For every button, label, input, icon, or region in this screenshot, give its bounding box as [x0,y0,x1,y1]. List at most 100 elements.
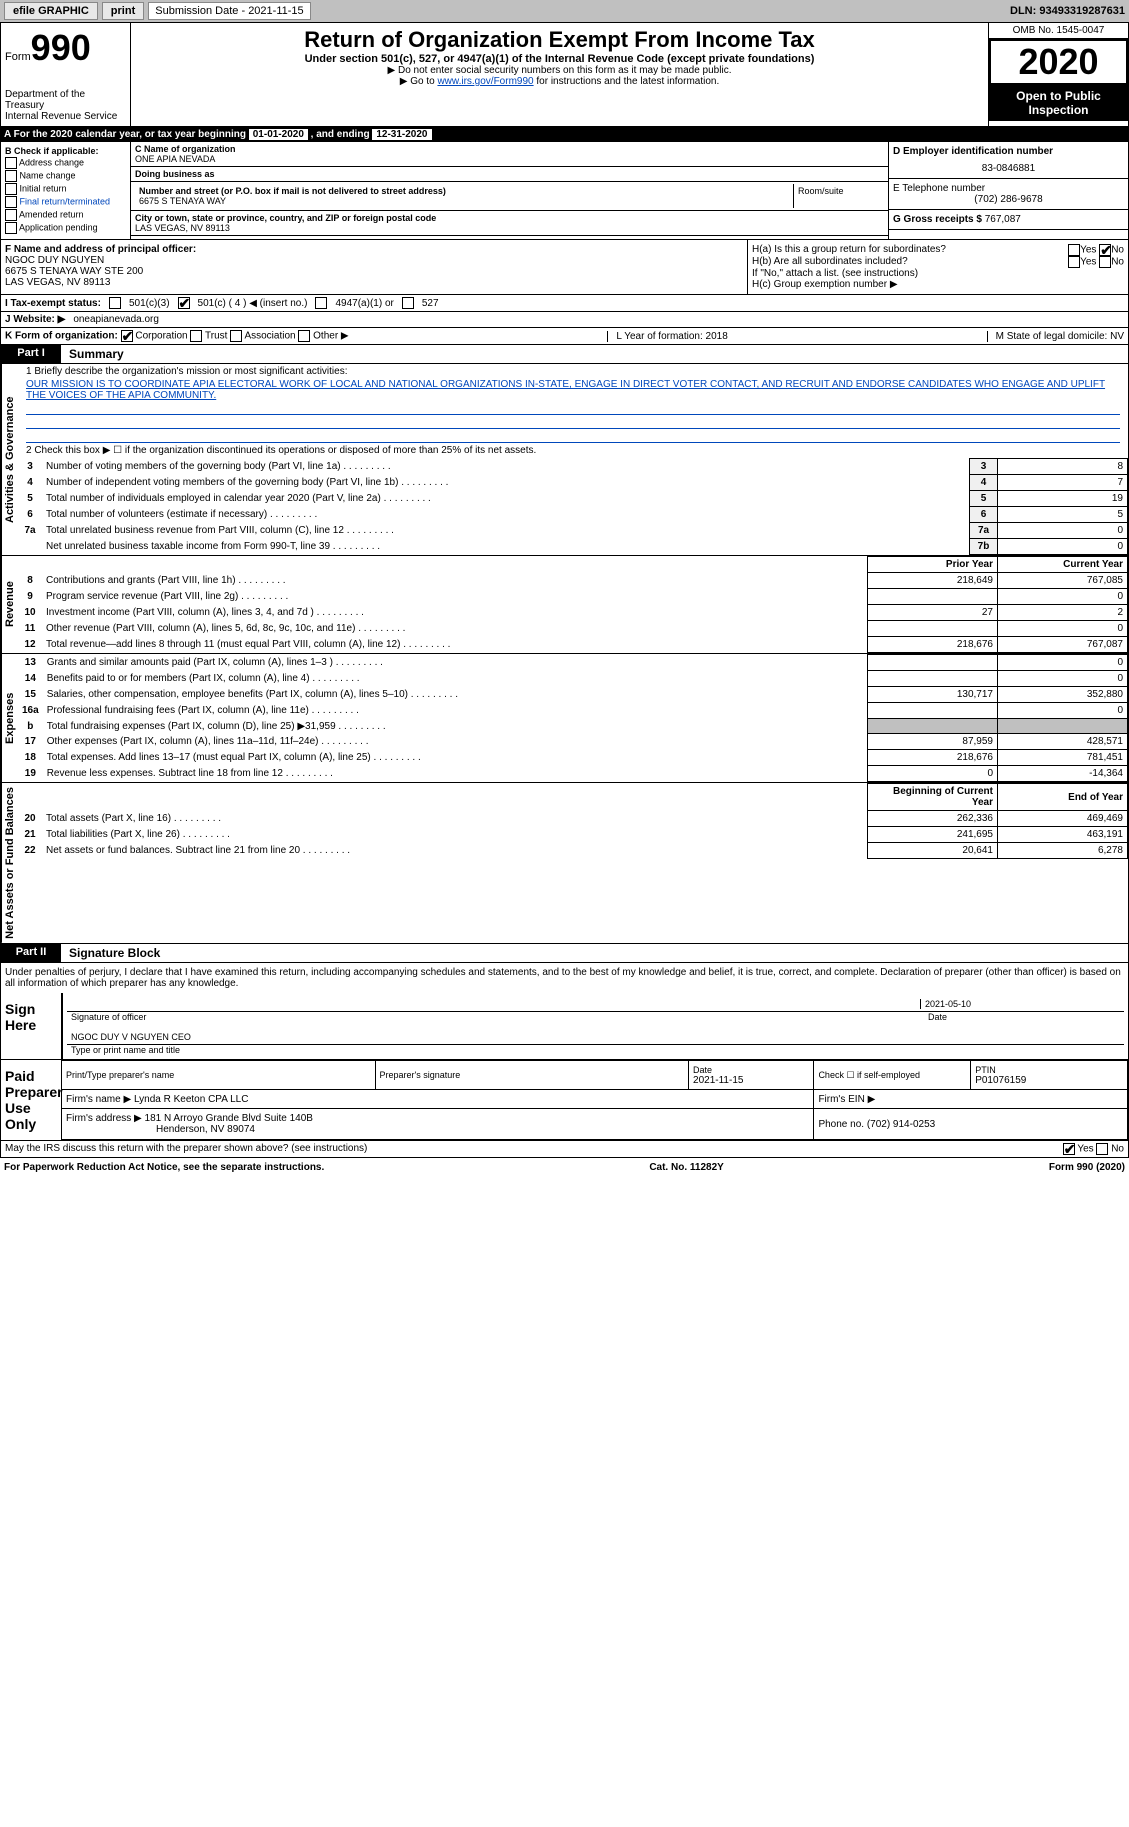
sig-date: 2021-05-10 [920,999,1120,1009]
part1-title: Summary [61,345,132,363]
note-link: ▶ Go to www.irs.gov/Form990 for instruct… [135,76,984,87]
form-subtitle: Under section 501(c), 527, or 4947(a)(1)… [135,53,984,65]
cb-initial-return[interactable]: Initial return [5,183,126,195]
side-netassets: Net Assets or Fund Balances [1,783,18,943]
declaration-text: Under penalties of perjury, I declare th… [1,963,1128,993]
signature-block: Under penalties of perjury, I declare th… [0,963,1129,1141]
hb-yes[interactable] [1068,256,1080,268]
hb-note: If "No," attach a list. (see instruction… [752,268,1124,279]
firm-addr: 181 N Arroyo Grande Blvd Suite 140B [145,1113,313,1124]
officer-printed: NGOC DUY V NGUYEN CEO [71,1032,191,1042]
cb-final-return[interactable]: Final return/terminated [5,196,126,208]
prep-name-label: Print/Type preparer's name [66,1070,371,1080]
firm-addr-label: Firm's address ▶ [66,1113,145,1124]
table-row: 11Other revenue (Part VIII, column (A), … [18,621,1128,637]
tax-status-label: I Tax-exempt status: [5,298,101,309]
cat-no: Cat. No. 11282Y [649,1162,723,1173]
officer-sig-field[interactable] [71,999,920,1009]
cy-header: Current Year [998,557,1128,573]
table-row: 15Salaries, other compensation, employee… [18,687,1128,703]
table-row: 5Total number of individuals employed in… [18,491,1128,507]
table-row: 14Benefits paid to or for members (Part … [18,671,1128,687]
ein-value: 83-0846881 [893,163,1124,174]
cb-name-change[interactable]: Name change [5,170,126,182]
date-label: Date [924,1012,1124,1022]
sign-here-label: Sign Here [1,993,61,1059]
table-row: 18Total expenses. Add lines 13–17 (must … [18,750,1128,766]
part2-header: Part II Signature Block [0,944,1129,963]
expenses-table: 13Grants and similar amounts paid (Part … [18,654,1128,782]
firm-city: Henderson, NV 89074 [66,1124,809,1135]
part2-tab: Part II [1,944,61,962]
hb-no[interactable] [1099,256,1111,268]
efile-button[interactable]: efile GRAPHIC [4,2,98,20]
cb-501c[interactable] [178,297,190,309]
website-label: J Website: ▶ [5,314,65,325]
hc-label: H(c) Group exemption number ▶ [752,279,1124,290]
pra-notice: For Paperwork Reduction Act Notice, see … [4,1162,324,1173]
ha-no[interactable] [1099,244,1111,256]
section-i: I Tax-exempt status: 501(c)(3) 501(c) ( … [0,295,1129,312]
table-row: 6Total number of volunteers (estimate if… [18,507,1128,523]
omb-number: OMB No. 1545-0047 [989,23,1128,39]
section-h: H(a) Is this a group return for subordin… [748,240,1128,294]
cb-amended[interactable]: Amended return [5,209,126,221]
table-row: 12Total revenue—add lines 8 through 11 (… [18,637,1128,653]
irs-link[interactable]: www.irs.gov/Form990 [437,76,533,87]
prep-phone-label: Phone no. [818,1119,866,1130]
table-row: bTotal fundraising expenses (Part IX, co… [18,719,1128,734]
firm-name-label: Firm's name ▶ [66,1094,134,1105]
side-governance: Activities & Governance [1,364,18,555]
mission-text: OUR MISSION IS TO COORDINATE APIA ELECTO… [18,379,1128,401]
gross-value: 767,087 [985,214,1021,225]
blank-line [26,429,1120,443]
officer-addr1: 6675 S TENAYA WAY STE 200 [5,266,743,277]
city-value: LAS VEGAS, NV 89113 [135,223,884,233]
cb-501c3[interactable] [109,297,121,309]
officer-label: F Name and address of principal officer: [5,244,743,255]
prep-sig-label: Preparer's signature [380,1070,685,1080]
cb-trust[interactable] [190,330,202,342]
room-label: Room/suite [794,184,884,208]
form-label: Form [5,51,31,63]
cb-assoc[interactable] [230,330,242,342]
table-row: 17Other expenses (Part IX, column (A), l… [18,734,1128,750]
print-button[interactable]: print [102,2,144,20]
cb-4947[interactable] [315,297,327,309]
part1-body: Activities & Governance 1 Briefly descri… [0,364,1129,556]
py-header: Prior Year [868,557,998,573]
q2-label: 2 Check this box ▶ ☐ if the organization… [18,443,1128,458]
phone-value: (702) 286-9678 [893,194,1124,205]
org-name: ONE APIA NEVADA [135,154,884,164]
cb-other[interactable] [298,330,310,342]
cb-527[interactable] [402,297,414,309]
dba-label: Doing business as [135,169,884,179]
may-irs-yes[interactable] [1063,1143,1075,1155]
section-fh: F Name and address of principal officer:… [0,240,1129,295]
cb-corp[interactable] [121,330,133,342]
section-b: B Check if applicable: Address change Na… [1,142,131,239]
table-row: 3Number of voting members of the governi… [18,459,1128,475]
paid-prep-label: Paid Preparer Use Only [1,1060,61,1140]
revenue-section: Revenue Prior YearCurrent Year 8Contribu… [0,556,1129,654]
table-row: 20Total assets (Part X, line 16) . . . .… [18,811,1128,827]
may-irs-no[interactable] [1096,1143,1108,1155]
netassets-table: Beginning of Current YearEnd of Year 20T… [18,783,1128,859]
cb-pending[interactable]: Application pending [5,222,126,234]
form-number: 990 [31,27,91,68]
ha-yes[interactable] [1068,244,1080,256]
dln: DLN: 93493319287631 [1010,5,1125,17]
section-b-title: B Check if applicable: [5,146,126,156]
table-row: 8Contributions and grants (Part VIII, li… [18,573,1128,589]
section-j: J Website: ▶ oneapianevada.org [0,312,1129,328]
city-label: City or town, state or province, country… [135,213,884,223]
part1-header: Part I Summary [0,345,1129,364]
cb-address-change[interactable]: Address change [5,157,126,169]
topbar: efile GRAPHIC print Submission Date - 20… [0,0,1129,22]
side-expenses: Expenses [1,654,18,782]
ptin-label: PTIN [975,1065,1123,1075]
table-row: 22Net assets or fund balances. Subtract … [18,843,1128,859]
form-header: Form990 Department of the Treasury Inter… [0,22,1129,127]
form-org-label: K Form of organization: [5,331,118,342]
prep-date: 2021-11-15 [693,1075,809,1086]
